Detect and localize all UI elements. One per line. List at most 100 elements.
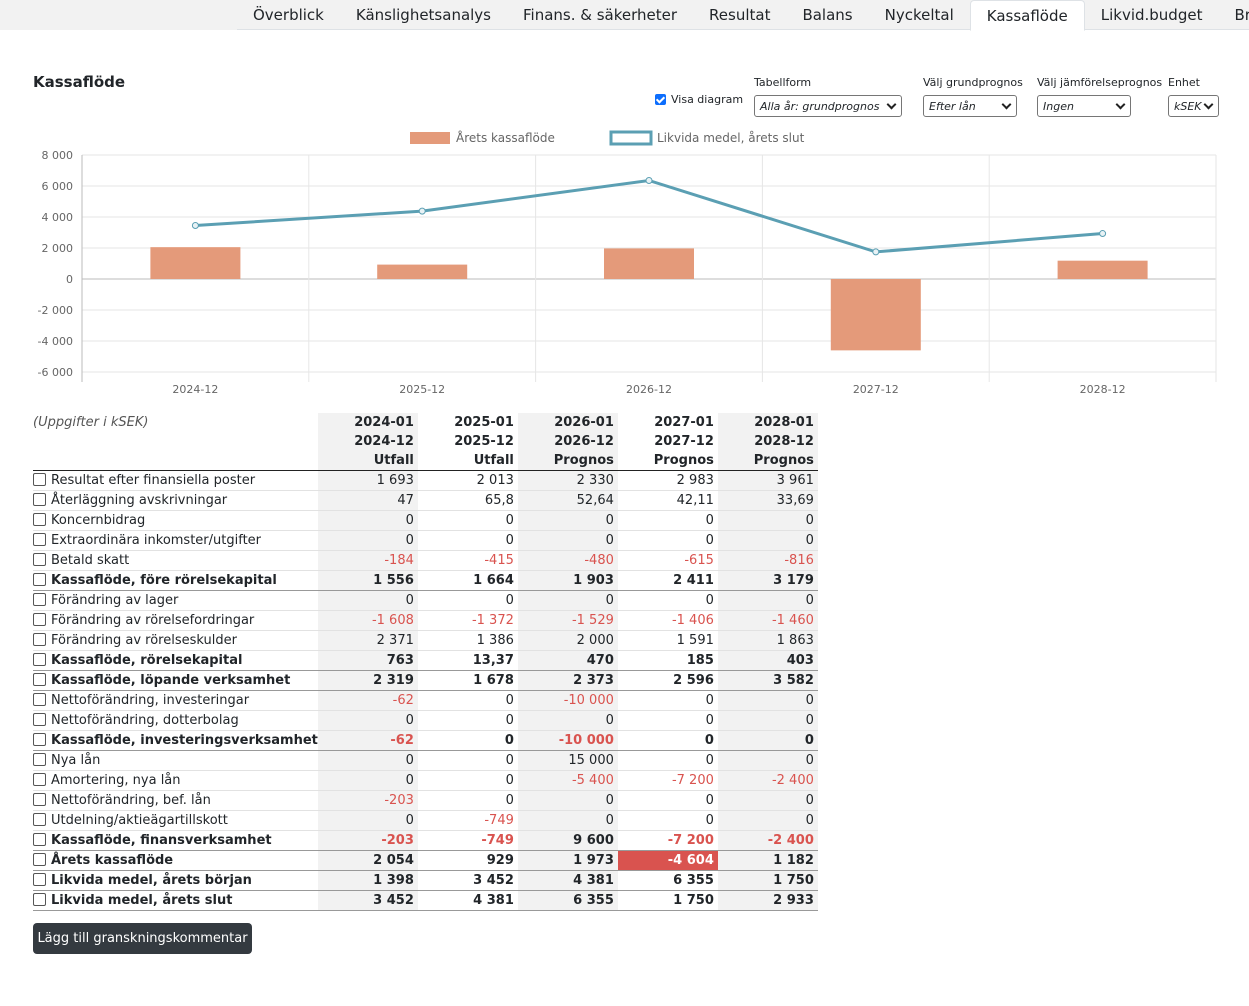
tabellform-label: Tabellform bbox=[754, 76, 812, 89]
jamforelse-select[interactable]: Ingen bbox=[1037, 95, 1131, 117]
table-cell: 0 bbox=[417, 710, 518, 731]
row-checkbox[interactable] bbox=[33, 572, 46, 586]
column-header-kind: Prognos bbox=[717, 451, 818, 471]
table-cell: 2 373 bbox=[517, 670, 618, 691]
table-cell: -62 bbox=[317, 690, 418, 711]
table-cell: 9 600 bbox=[517, 830, 618, 851]
row-checkbox[interactable] bbox=[33, 832, 46, 846]
tab-2[interactable]: Finans. & säkerheter bbox=[523, 6, 678, 24]
table-cell: 0 bbox=[417, 590, 518, 611]
legend-swatch-bar bbox=[410, 132, 450, 144]
table-cell: 3 452 bbox=[317, 890, 418, 911]
row-checkbox[interactable] bbox=[33, 852, 46, 866]
table-cell: 2 933 bbox=[717, 890, 818, 911]
table-cell: -1 372 bbox=[417, 610, 518, 631]
row-label: Årets kassaflöde bbox=[51, 852, 174, 868]
row-label-cell: Förändring av lager bbox=[33, 590, 318, 611]
table-cell: 1 678 bbox=[417, 670, 518, 691]
grundprognos-select[interactable]: Efter lån bbox=[923, 95, 1017, 117]
row-checkbox[interactable] bbox=[33, 632, 46, 646]
table-cell: 929 bbox=[417, 850, 518, 871]
table-cell: 0 bbox=[317, 770, 418, 791]
y-tick-label: -6 000 bbox=[38, 366, 73, 379]
row-checkbox[interactable] bbox=[33, 472, 46, 486]
table-cell: 47 bbox=[317, 490, 418, 511]
table-row: Förändring av rörelsefordringar -1 608 -1 … bbox=[33, 610, 818, 631]
row-checkbox[interactable] bbox=[33, 532, 46, 546]
row-checkbox[interactable] bbox=[33, 792, 46, 806]
row-label: Kassaflöde, investeringsverksamhet bbox=[51, 732, 318, 748]
tab-4[interactable]: Balans bbox=[802, 6, 853, 24]
bar-2024-12 bbox=[150, 247, 241, 279]
tab-7[interactable]: Likvid.budget bbox=[1100, 6, 1203, 24]
enhet-select[interactable]: kSEK bbox=[1168, 95, 1219, 117]
row-checkbox[interactable] bbox=[33, 592, 46, 606]
table-cell: 2 330 bbox=[517, 470, 618, 491]
table-cell: 3 582 bbox=[717, 670, 818, 691]
table-cell: 0 bbox=[617, 750, 718, 771]
table-row: Betald skatt -184 -415 -480 -615 -816 bbox=[33, 550, 818, 571]
table-cell: 1 693 bbox=[317, 470, 418, 491]
column-header-to: 2027-12 bbox=[654, 434, 714, 449]
row-label: Nettoförändring, dotterbolag bbox=[51, 712, 239, 728]
visa-diagram-checkbox[interactable] bbox=[655, 94, 666, 105]
row-checkbox[interactable] bbox=[33, 892, 46, 906]
tab-8[interactable]: Bransch bbox=[1234, 6, 1249, 24]
table-row: Likvida medel, årets slut 3 452 4 381 6 355… bbox=[33, 890, 818, 911]
column-header-from: 2027-01 bbox=[654, 415, 714, 430]
jamforelse-control: Välj jämförelseprognos Ingen bbox=[1037, 76, 1162, 117]
table-cell: 1 398 bbox=[317, 870, 418, 891]
tab-6[interactable]: Kassaflöde bbox=[969, 0, 1085, 31]
table-cell: 0 bbox=[417, 530, 518, 551]
row-checkbox[interactable] bbox=[33, 692, 46, 706]
x-tick-label: 2028-12 bbox=[1080, 383, 1126, 396]
row-checkbox[interactable] bbox=[33, 812, 46, 826]
row-checkbox[interactable] bbox=[33, 772, 46, 786]
row-checkbox[interactable] bbox=[33, 612, 46, 626]
row-checkbox[interactable] bbox=[33, 672, 46, 686]
tabellform-select[interactable]: Alla år: grundprognos bbox=[754, 95, 902, 117]
table-cell: 0 bbox=[517, 810, 618, 831]
table-cell: -1 529 bbox=[517, 610, 618, 631]
table-cell: 0 bbox=[317, 750, 418, 771]
row-checkbox[interactable] bbox=[33, 512, 46, 526]
row-checkbox[interactable] bbox=[33, 752, 46, 766]
row-checkbox[interactable] bbox=[33, 872, 46, 886]
table-cell: 0 bbox=[517, 710, 618, 731]
row-label: Likvida medel, årets början bbox=[51, 872, 252, 888]
tab-1[interactable]: Känslighetsanalys bbox=[355, 6, 491, 24]
row-checkbox[interactable] bbox=[33, 492, 46, 506]
table-row: Kassaflöde, rörelsekapital 763 13,37 470 185… bbox=[33, 650, 818, 671]
visa-diagram-toggle[interactable]: Visa diagram bbox=[655, 93, 743, 106]
add-review-comment-button[interactable]: Lägg till granskningskommentar bbox=[33, 923, 252, 954]
table-cell: 1 182 bbox=[717, 850, 818, 871]
row-checkbox[interactable] bbox=[33, 712, 46, 726]
table-cell: 2 983 bbox=[617, 470, 718, 491]
line-point-2025-12 bbox=[418, 207, 426, 215]
table-cell: 0 bbox=[317, 530, 418, 551]
table-cell: -749 bbox=[417, 830, 518, 851]
table-cell: 403 bbox=[717, 650, 818, 671]
row-checkbox[interactable] bbox=[33, 732, 46, 746]
table-cell: -184 bbox=[317, 550, 418, 571]
table-cell: 1 750 bbox=[617, 890, 718, 911]
table-row: Kassaflöde, investeringsverksamhet -62 0 -1… bbox=[33, 730, 818, 751]
table-cell: 2 000 bbox=[517, 630, 618, 651]
table-cell: -480 bbox=[517, 550, 618, 571]
chart-legend: Årets kassaflöde Likvida medel, årets slu… bbox=[410, 130, 805, 146]
header-spacer bbox=[33, 451, 318, 471]
row-checkbox[interactable] bbox=[33, 552, 46, 566]
tab-5[interactable]: Nyckeltal bbox=[884, 6, 954, 24]
row-label-cell: Likvida medel, årets slut bbox=[33, 890, 318, 911]
tab-0[interactable]: Överblick bbox=[253, 6, 324, 24]
chevron-down-icon bbox=[1001, 99, 1012, 109]
table-cell: 2 371 bbox=[317, 630, 418, 651]
page-title: Kassaflöde bbox=[33, 73, 126, 91]
row-label-cell: Amortering, nya lån bbox=[33, 770, 318, 791]
enhet-control: Enhet kSEK bbox=[1168, 76, 1219, 117]
table-cell: -10 000 bbox=[517, 730, 618, 751]
row-checkbox[interactable] bbox=[33, 652, 46, 666]
table-cell: 0 bbox=[617, 530, 718, 551]
table-cell: 42,11 bbox=[617, 490, 718, 511]
tab-3[interactable]: Resultat bbox=[709, 6, 771, 24]
